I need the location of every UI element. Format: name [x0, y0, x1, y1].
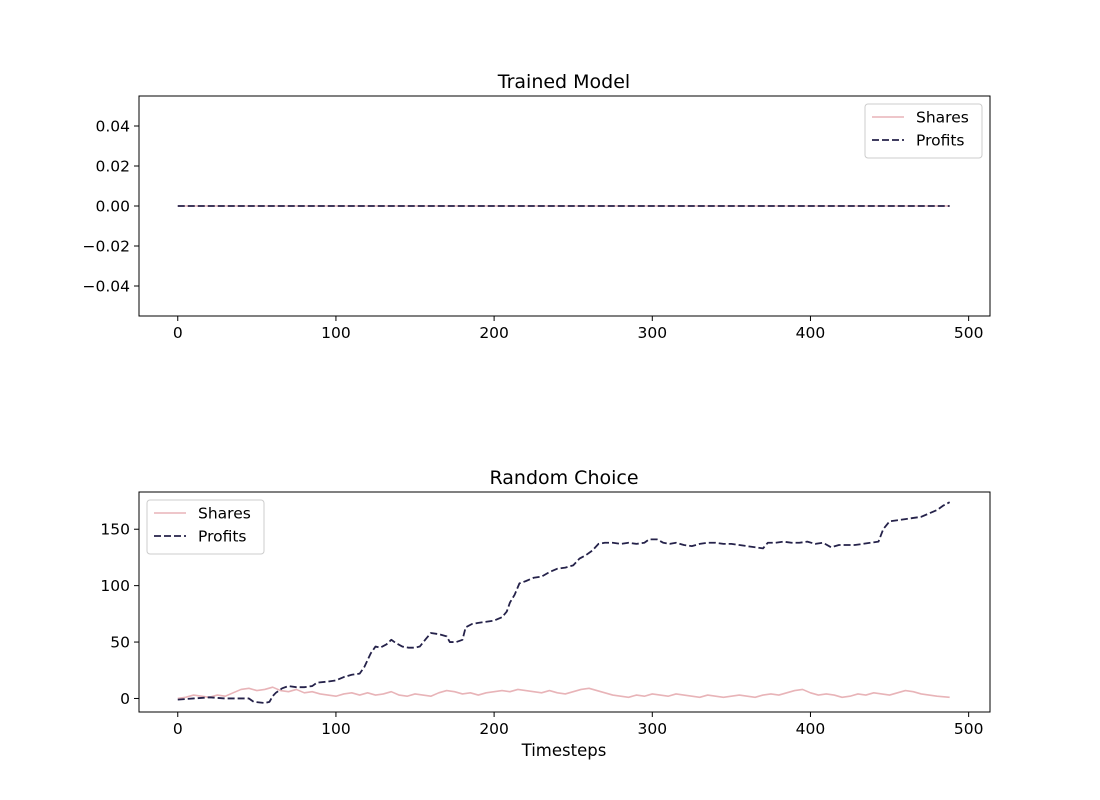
chart-title: Trained Model: [497, 71, 630, 93]
y-tick-label: −0.04: [83, 278, 131, 296]
x-tick-label: 100: [321, 324, 351, 342]
x-tick-label: 200: [479, 720, 509, 738]
legend-label: Shares: [916, 109, 969, 127]
legend-label: Shares: [198, 505, 251, 523]
legend-label: Profits: [198, 528, 247, 546]
series-line-shares: [177, 686, 950, 700]
axes-frame: [138, 491, 991, 713]
legend: Shares Profits: [864, 103, 983, 159]
y-tick-label: 0: [120, 690, 130, 708]
x-tick-label: 300: [637, 324, 667, 342]
y-tick-label: 150: [100, 521, 130, 539]
x-tick-label: 500: [954, 720, 984, 738]
y-axis: −0.04 −0.02 0.00 0.02 0.04: [83, 118, 139, 296]
y-tick-label: 50: [110, 634, 130, 652]
x-tick-label: 400: [796, 720, 826, 738]
legend-label: Profits: [916, 132, 965, 150]
x-axis: 0 100 200 300 400 500: [173, 712, 984, 738]
x-axis-label: Timesteps: [521, 741, 607, 760]
y-tick-label: 0.00: [95, 198, 130, 216]
x-tick-label: 300: [637, 720, 667, 738]
x-tick-label: 100: [321, 720, 351, 738]
plot-area: [177, 501, 951, 704]
y-axis: 0 50 100 150: [100, 521, 139, 708]
x-tick-label: 0: [173, 324, 183, 342]
y-tick-label: 0.02: [95, 158, 130, 176]
trained-model-panel: Trained Model 0 100 200 300 400 500 −0.04−0.0…: [83, 71, 991, 342]
random-choice-panel: Random Choice 0 100 200 300 400 500 0 50 100 150…: [100, 467, 991, 760]
chart-title: Random Choice: [489, 467, 638, 489]
y-tick-label: 100: [100, 577, 130, 595]
x-tick-label: 200: [479, 324, 509, 342]
y-tick-label: 0.04: [95, 118, 130, 136]
series-line-profits: [177, 501, 951, 704]
x-tick-label: 0: [173, 720, 183, 738]
x-axis: 0 100 200 300 400 500: [173, 316, 984, 342]
x-tick-label: 400: [796, 324, 826, 342]
legend: Shares Profits: [146, 499, 265, 555]
y-tick-label: −0.02: [83, 238, 131, 256]
x-tick-label: 500: [954, 324, 984, 342]
